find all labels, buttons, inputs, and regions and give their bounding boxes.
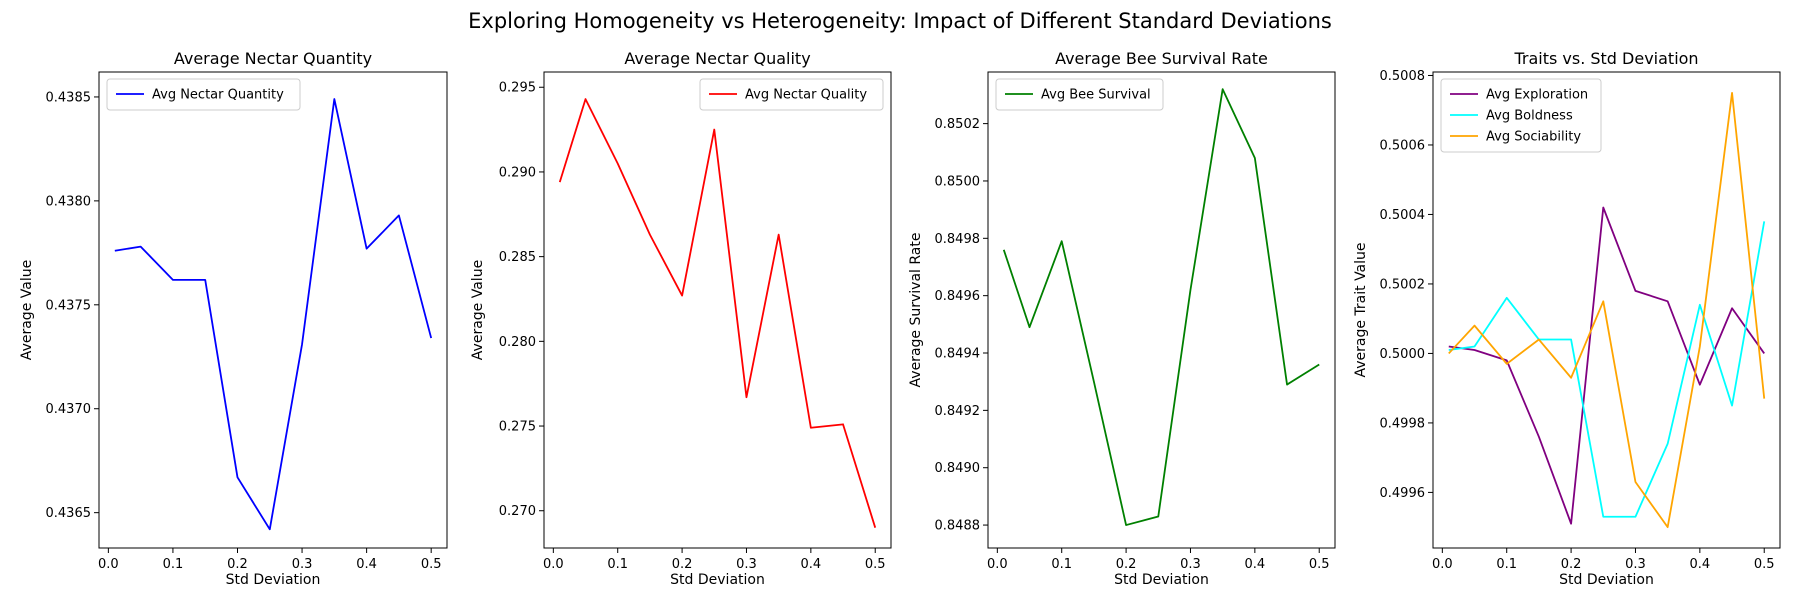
y-tick-label: 0.5004 [1380,208,1426,223]
x-tick-label: 0.3 [1625,557,1646,572]
y-axis-label: Average Value [19,260,35,360]
y-tick-label: 0.290 [499,165,536,180]
chart-panel-3: 0.0 0.1 0.2 0.3 0.4 0.5 0.8488 0.8490 0.8492 0.84… [908,49,1336,588]
x-tick-label: 0.4 [1690,557,1711,572]
x-axis-label: Std Deviation [226,572,321,588]
x-tick-label: 0.3 [736,557,757,572]
x-tick-label: 0.3 [1180,557,1201,572]
axes-frame [543,71,892,549]
axes-frame [987,71,1336,549]
axes-frame [1432,71,1781,549]
chart-title: Average Nectar Quality [624,49,810,68]
chart-title: Average Bee Survival Rate [1055,49,1268,68]
series-line-1 [558,98,877,528]
y-axis-label: Average Trait Value [1353,242,1369,377]
y-tick-label: 0.270 [499,504,536,519]
x-tick-label: 0.4 [801,557,822,572]
y-tick-label: 0.280 [499,335,536,350]
chart-title: Traits vs. Std Deviation [1513,49,1698,68]
x-tick-label: 0.1 [1496,557,1517,572]
y-tick-label: 0.4385 [46,90,92,105]
legend-box [699,78,884,111]
legend-box [106,78,301,111]
chart-panel-1: 0.0 0.1 0.2 0.3 0.4 0.5 0.4365 0.4370 0.4375 0.43… [19,49,448,588]
y-tick-label: 0.8494 [935,347,981,362]
x-axis-label: Std Deviation [1559,572,1654,588]
x-tick-label: 0.3 [292,557,313,572]
x-tick-label: 0.2 [1116,557,1137,572]
x-axis-label: Std Deviation [670,572,765,588]
chart-title: Average Nectar Quantity [174,49,372,68]
legend-label: Avg Boldness [1486,109,1573,124]
y-tick-label: 0.8500 [935,174,981,189]
y-tick-label: 0.8498 [935,232,981,247]
y-tick-label: 0.275 [499,420,536,435]
y-tick-label: 0.295 [499,81,536,96]
series-line-1 [1448,206,1765,525]
x-tick-label: 0.1 [1051,557,1072,572]
x-axis-label: Std Deviation [1114,572,1209,588]
x-tick-label: 0.5 [865,557,886,572]
legend: Avg Nectar Quantity [106,78,301,111]
legend-label: Avg Nectar Quality [745,88,867,103]
y-tick-label: 0.5002 [1380,277,1426,292]
x-tick-label: 0.0 [98,557,119,572]
axes-frame [98,71,448,549]
legend-label: Avg Exploration [1486,88,1588,103]
legend-label: Avg Sociability [1486,130,1581,145]
legend-label: Avg Bee Survival [1041,88,1151,103]
series-line-3 [1448,91,1766,529]
legend: Avg Exploration Avg Boldness Avg Sociabili… [1440,78,1602,153]
x-tick-label: 0.2 [1561,557,1582,572]
legend: Avg Nectar Quality [699,78,884,111]
x-tick-label: 0.5 [421,557,442,572]
y-axis-label: Average Value [470,260,486,360]
legend-label: Avg Nectar Quantity [152,88,284,103]
y-tick-label: 0.8496 [935,289,981,304]
x-tick-label: 0.0 [987,557,1008,572]
x-tick-label: 0.4 [1245,557,1266,572]
y-axis-label: Average Survival Rate [908,233,924,388]
y-tick-label: 0.5000 [1380,347,1426,362]
figure-title: Exploring Homogeneity vs Heterogeneity: … [468,9,1332,33]
chart-panel-4: 0.0 0.1 0.2 0.3 0.4 0.5 0.4996 0.4998 0.5000 0.50… [1353,49,1781,588]
y-tick-label: 0.4998 [1380,416,1426,431]
x-tick-label: 0.1 [607,557,628,572]
legend-box [1440,78,1602,153]
y-tick-label: 0.4370 [46,402,92,417]
series-line-1 [114,98,433,531]
x-tick-label: 0.4 [356,557,377,572]
x-tick-label: 0.1 [163,557,184,572]
legend: Avg Bee Survival [995,78,1164,111]
legend-box [995,78,1164,111]
y-tick-label: 0.4365 [46,506,92,521]
x-tick-label: 0.0 [1432,557,1453,572]
y-tick-label: 0.4380 [46,194,92,209]
y-tick-label: 0.8488 [935,519,981,534]
series-line-1 [1002,88,1320,526]
series-line-2 [1448,221,1766,518]
x-tick-label: 0.2 [227,557,248,572]
x-tick-label: 0.2 [672,557,693,572]
x-tick-label: 0.0 [543,557,564,572]
y-tick-label: 0.8502 [935,117,981,132]
y-tick-label: 0.5008 [1380,69,1426,84]
y-tick-label: 0.285 [499,250,536,265]
x-tick-label: 0.5 [1309,557,1330,572]
x-tick-label: 0.5 [1754,557,1775,572]
y-tick-label: 0.8492 [935,404,981,419]
chart-panel-2: 0.0 0.1 0.2 0.3 0.4 0.5 0.270 0.275 0.280 0.285 0.… [470,49,892,588]
y-tick-label: 0.8490 [935,461,981,476]
y-tick-label: 0.4375 [46,298,92,313]
y-tick-label: 0.4996 [1380,486,1426,501]
y-tick-label: 0.5006 [1380,138,1426,153]
